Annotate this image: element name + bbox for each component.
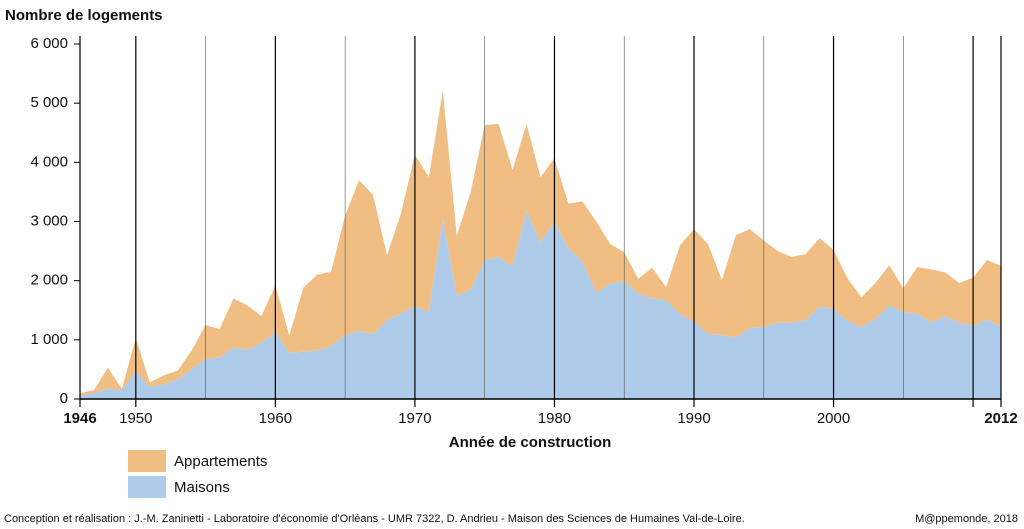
chart-title: Nombre de logements (5, 7, 163, 24)
y-tick-label: 3 000 (30, 212, 68, 229)
legend-swatch (128, 450, 166, 472)
y-tick-label: 4 000 (30, 153, 68, 170)
x-tick-label: 1950 (119, 410, 152, 427)
x-tick-label: 2000 (817, 410, 850, 427)
y-tick-label: 5 000 (30, 94, 68, 111)
legend-swatch (128, 476, 166, 498)
credit: Conception et réalisation : J.-M. Zanine… (4, 513, 745, 525)
y-tick-label: 0 (60, 390, 68, 407)
y-tick-label: 6 000 (30, 35, 68, 52)
legend-label: Maisons (174, 479, 230, 496)
x-tick-label: 1990 (677, 410, 710, 427)
x-tick-label: 1970 (398, 410, 431, 427)
x-tick-label: 1960 (259, 410, 292, 427)
area (80, 90, 1001, 397)
legend-label: Appartements (174, 453, 267, 470)
x-axis-title: Année de construction (449, 434, 612, 451)
x-tick-label: 1946 (63, 410, 96, 427)
area (80, 210, 1001, 399)
x-tick-label: 2012 (984, 410, 1017, 427)
y-tick-label: 2 000 (30, 272, 68, 289)
y-tick-label: 1 000 (30, 331, 68, 348)
x-tick-label: 1980 (538, 410, 571, 427)
source: M@ppemonde, 2018 (915, 513, 1018, 525)
